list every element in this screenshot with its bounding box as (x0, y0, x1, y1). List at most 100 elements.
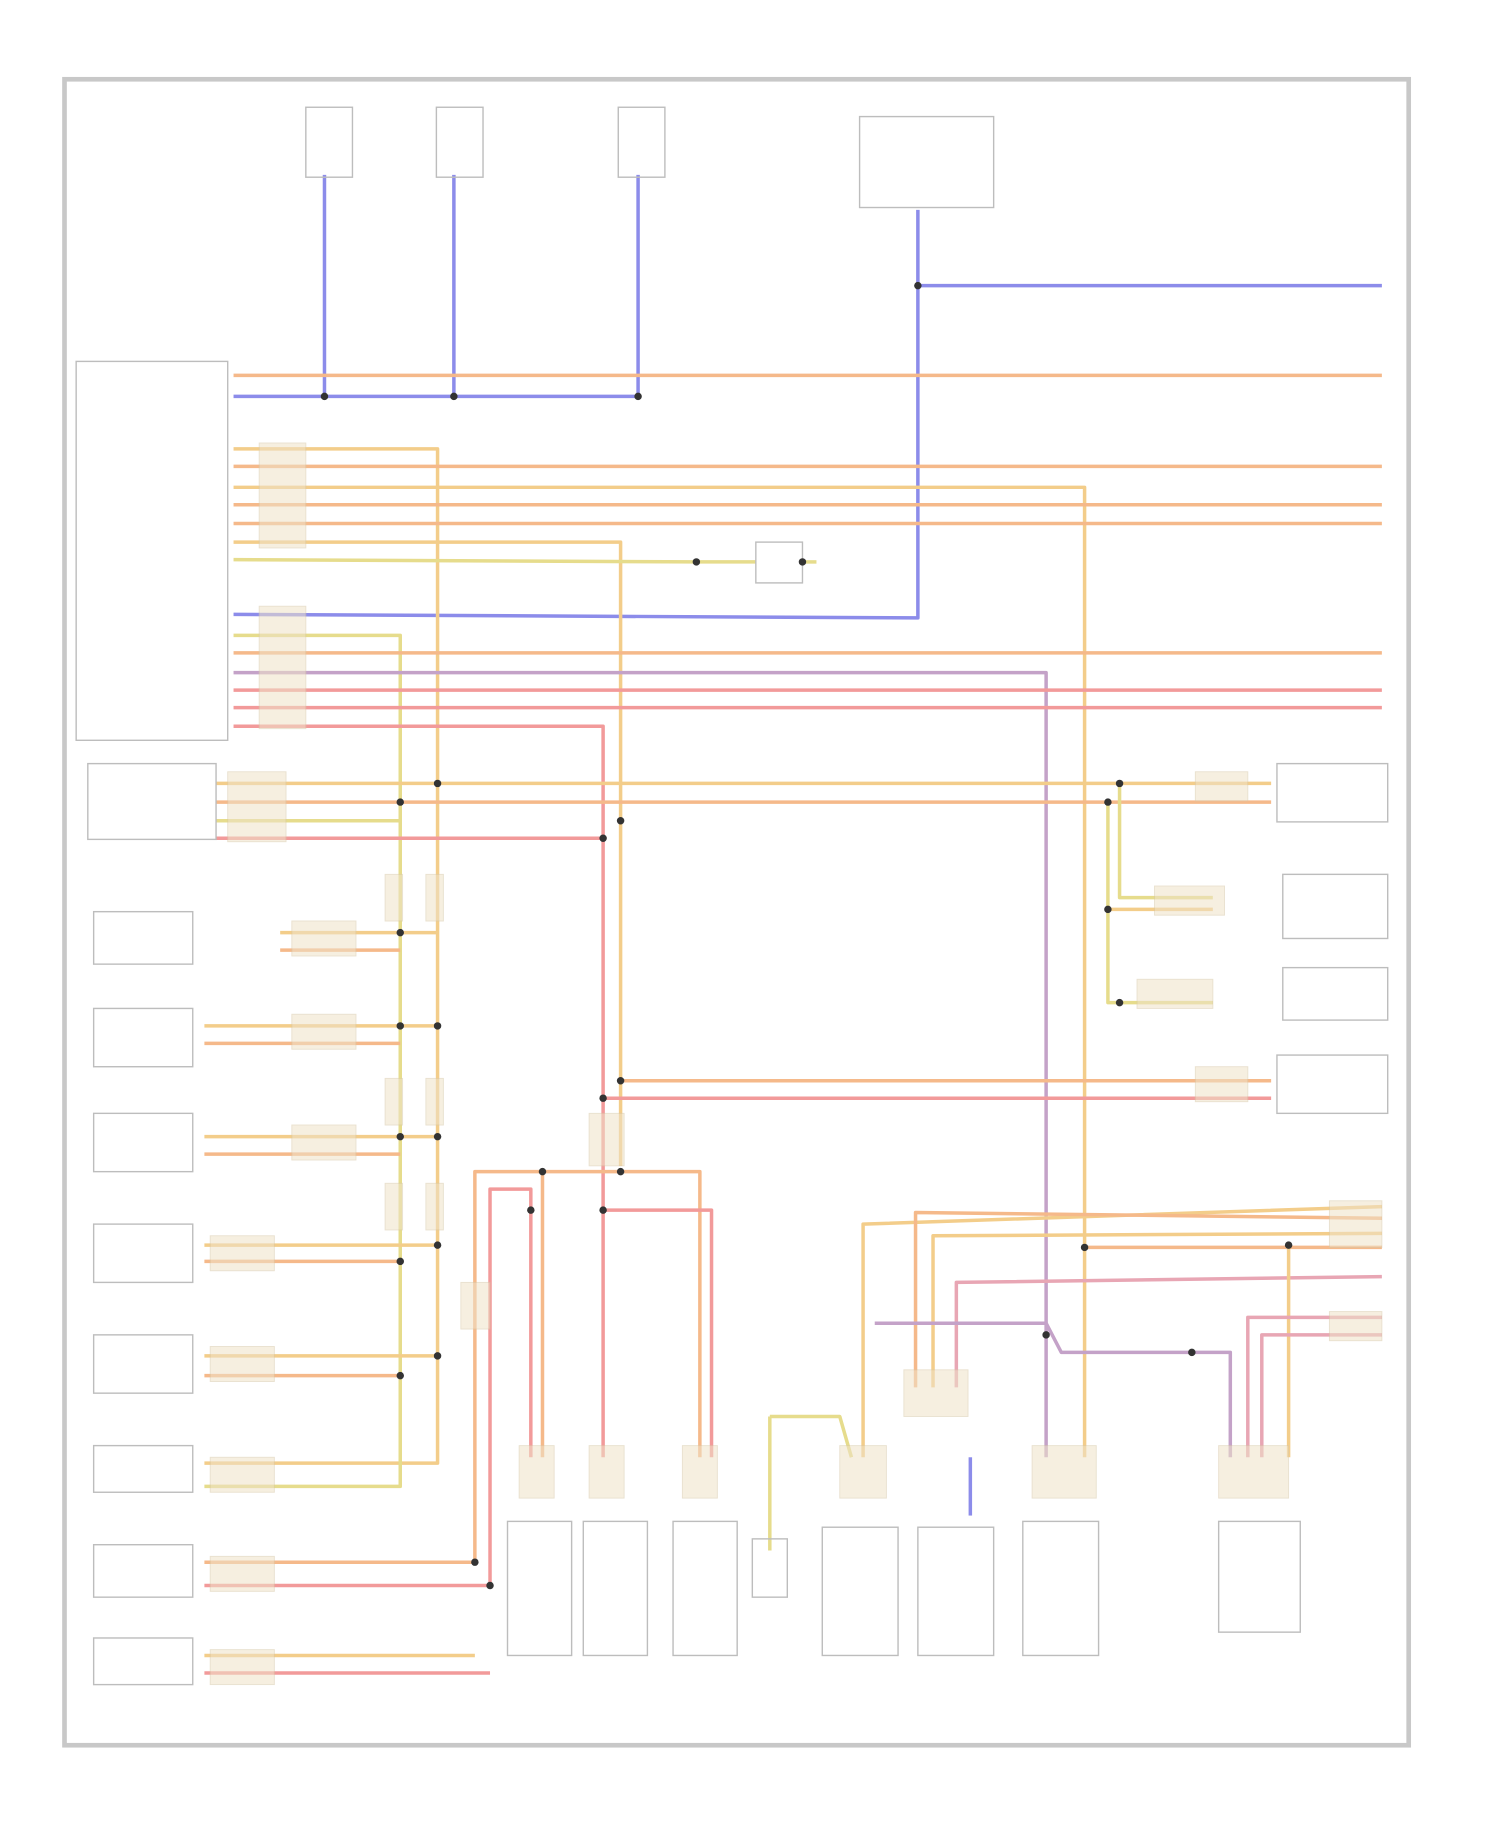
bottom-module-2 (582, 1520, 649, 1657)
splice-point (616, 1076, 625, 1085)
left-module-2 (92, 910, 194, 965)
connector (384, 1077, 404, 1126)
wire-red (603, 1208, 714, 1458)
wires (204, 174, 1382, 1675)
connector (1218, 1445, 1290, 1499)
wire-yellow (769, 1414, 854, 1458)
splice-point (433, 1241, 442, 1249)
connector (1194, 1066, 1249, 1103)
wire-yellow_orange (861, 1204, 1382, 1458)
splice-point (1115, 779, 1124, 788)
wire-yellow_orange (233, 540, 623, 1166)
splice-point (1115, 998, 1124, 1007)
bottom-module-5 (917, 1526, 995, 1657)
connector (460, 1281, 491, 1330)
connector (291, 920, 357, 957)
connector (1136, 978, 1214, 1009)
splice-point (396, 1132, 404, 1141)
connector (291, 1013, 357, 1050)
connector (1031, 1445, 1097, 1499)
splices (320, 281, 1293, 1590)
connector (839, 1445, 887, 1499)
right-module-4 (1276, 1054, 1389, 1115)
splice-point (692, 558, 701, 566)
connector (384, 1182, 404, 1231)
connector (209, 1555, 275, 1592)
splice-point (1042, 1331, 1050, 1339)
left-module-4 (92, 1112, 194, 1173)
splice-point (1104, 905, 1112, 914)
connector (681, 1445, 718, 1499)
bottom-module-3 (672, 1520, 738, 1657)
connector (1328, 1200, 1383, 1248)
connector (1154, 885, 1225, 916)
splice-point (396, 928, 404, 937)
wire-orange (204, 1169, 702, 1564)
connector (258, 442, 307, 549)
connector (227, 771, 287, 843)
splice-point (433, 1022, 442, 1030)
splice-point (396, 1022, 404, 1030)
wire-purple (233, 670, 1048, 1458)
connector (291, 1124, 357, 1161)
splice-point (798, 558, 807, 566)
component-top-1 (305, 106, 354, 178)
splice-point (599, 1206, 607, 1214)
wire-orange (913, 1210, 1382, 1388)
right-module-2 (1282, 873, 1389, 940)
component-top-3 (617, 106, 666, 178)
left-module-5 (92, 1223, 194, 1284)
right-module-1 (1276, 762, 1389, 823)
splice-point (914, 281, 922, 290)
wire-yellow_orange (233, 485, 1087, 1458)
wire-yellow_orange (204, 447, 440, 1465)
splice-point (1080, 1243, 1089, 1252)
left-module-3 (92, 1007, 194, 1068)
connector (384, 873, 404, 922)
components (75, 106, 1389, 1686)
relay-module (858, 115, 995, 209)
splice-point (599, 1094, 607, 1102)
splice-point (471, 1558, 479, 1566)
left-module-8 (92, 1544, 194, 1598)
splice-point (599, 834, 607, 842)
component-top-2 (435, 106, 484, 178)
connector (258, 605, 307, 730)
connector (1328, 1311, 1383, 1342)
bottom-module-4 (821, 1526, 899, 1657)
connector (209, 1346, 275, 1382)
splice-point (320, 392, 329, 401)
connector (588, 1445, 625, 1499)
connector (1194, 771, 1249, 802)
bottom-module-7 (1217, 1520, 1301, 1633)
bottom-module-6 (1022, 1520, 1100, 1657)
right-module-3 (1282, 966, 1389, 1021)
splice-point (396, 798, 404, 806)
connector (209, 1649, 275, 1686)
wire-yellow_orange (931, 1231, 1382, 1388)
splice-point (1104, 798, 1112, 806)
wire-blue (233, 209, 920, 620)
splice-point (450, 392, 458, 401)
splice-point (616, 817, 625, 825)
connector (425, 873, 444, 922)
splice-point (634, 392, 642, 401)
splice-point (433, 1132, 442, 1141)
connector (588, 1112, 625, 1167)
left-module-1 (87, 762, 217, 841)
left-module-9 (92, 1637, 194, 1686)
splice-point (1188, 1348, 1196, 1357)
left-module-7 (92, 1444, 194, 1493)
left-module-6 (92, 1334, 194, 1394)
connector (209, 1456, 275, 1493)
bottom-module-1 (506, 1520, 573, 1657)
wire-pink (954, 1274, 1382, 1388)
splice-point (433, 779, 442, 788)
connector (425, 1182, 444, 1231)
connector (903, 1369, 969, 1417)
wire-red (204, 1187, 533, 1588)
connector (425, 1077, 444, 1126)
connector (518, 1445, 555, 1499)
wire-purple (874, 1321, 1233, 1458)
